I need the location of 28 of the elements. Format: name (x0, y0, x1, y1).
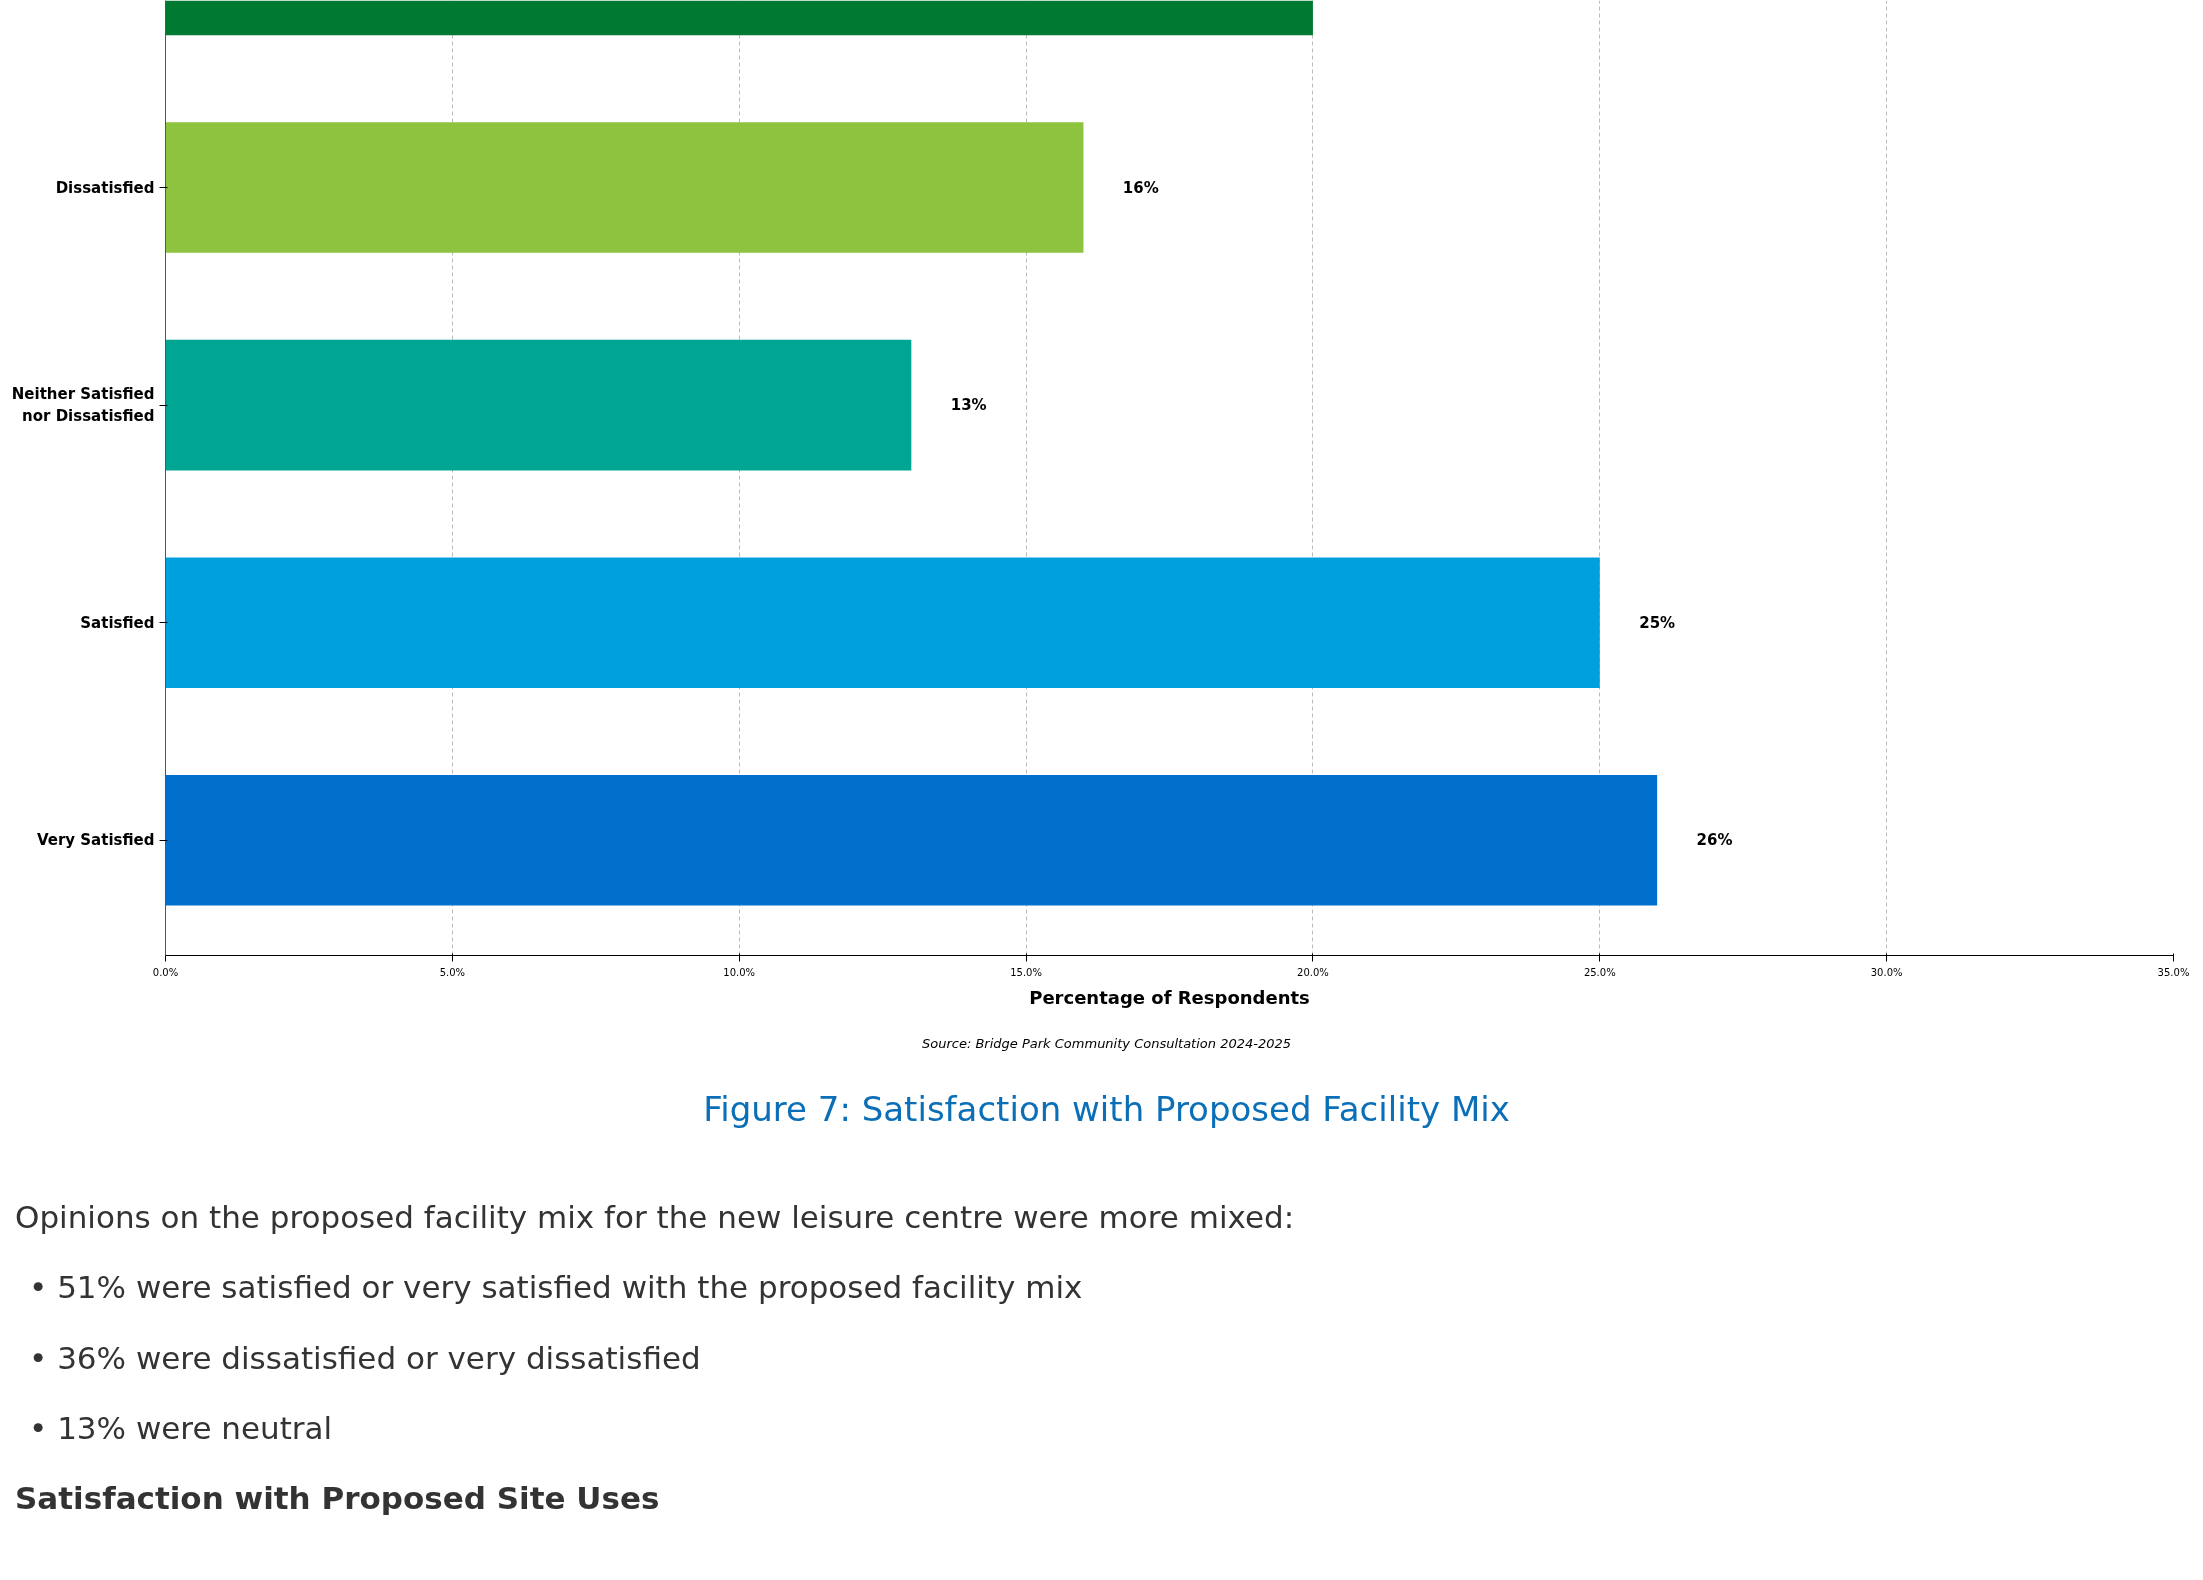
x-axis-title: Percentage of Respondents (1029, 986, 1310, 1008)
text: Satisfaction with Proposed Site Uses (15, 1479, 661, 1519)
text: • 36% were dissatisfied or very dissatisfied (29, 1338, 702, 1378)
source-note: Source: Bridge Park Community Consultation 2024-2025 (921, 1035, 1292, 1053)
y-tick-label: Very Satisfied (36, 831, 155, 850)
x-tick-label: 30.0% (1870, 966, 1903, 978)
x-tick-label: 20.0% (1297, 966, 1329, 978)
x-tick-label: 5.0% (439, 966, 466, 978)
x-tick-label: 10.0% (723, 966, 756, 978)
text: • 13% were neutral (29, 1408, 334, 1448)
data-label: 25% (1639, 613, 1676, 632)
data-label: 26% (1696, 831, 1733, 850)
text: • 51% were satisfied or very satisfied with the proposed facility mix (29, 1268, 1084, 1308)
bar (165, 122, 1084, 253)
x-tick-label: 15.0% (1010, 966, 1042, 978)
text: Opinions on the proposed facility mix for the new leisure centre were more mixed: (15, 1198, 1296, 1237)
x-tick-label: 0.0% (152, 966, 179, 978)
bar (165, 339, 912, 471)
x-tick-label: 25.0% (1583, 966, 1616, 978)
data-label: 16% (1122, 178, 1159, 197)
x-tick-label: 35.0% (2157, 966, 2190, 978)
y-tick-label: Satisfied (80, 613, 155, 632)
data-label: 13% (950, 396, 987, 415)
text: Figure 7: Satisfaction with Proposed Facility Mix (702, 1088, 1511, 1131)
y-tick-label: Dissatisfied (55, 178, 155, 197)
bar (165, 557, 1600, 688)
y-tick-label: Neither Satisfied nor Dissatisfied (11, 385, 155, 425)
bar (165, 774, 1658, 906)
